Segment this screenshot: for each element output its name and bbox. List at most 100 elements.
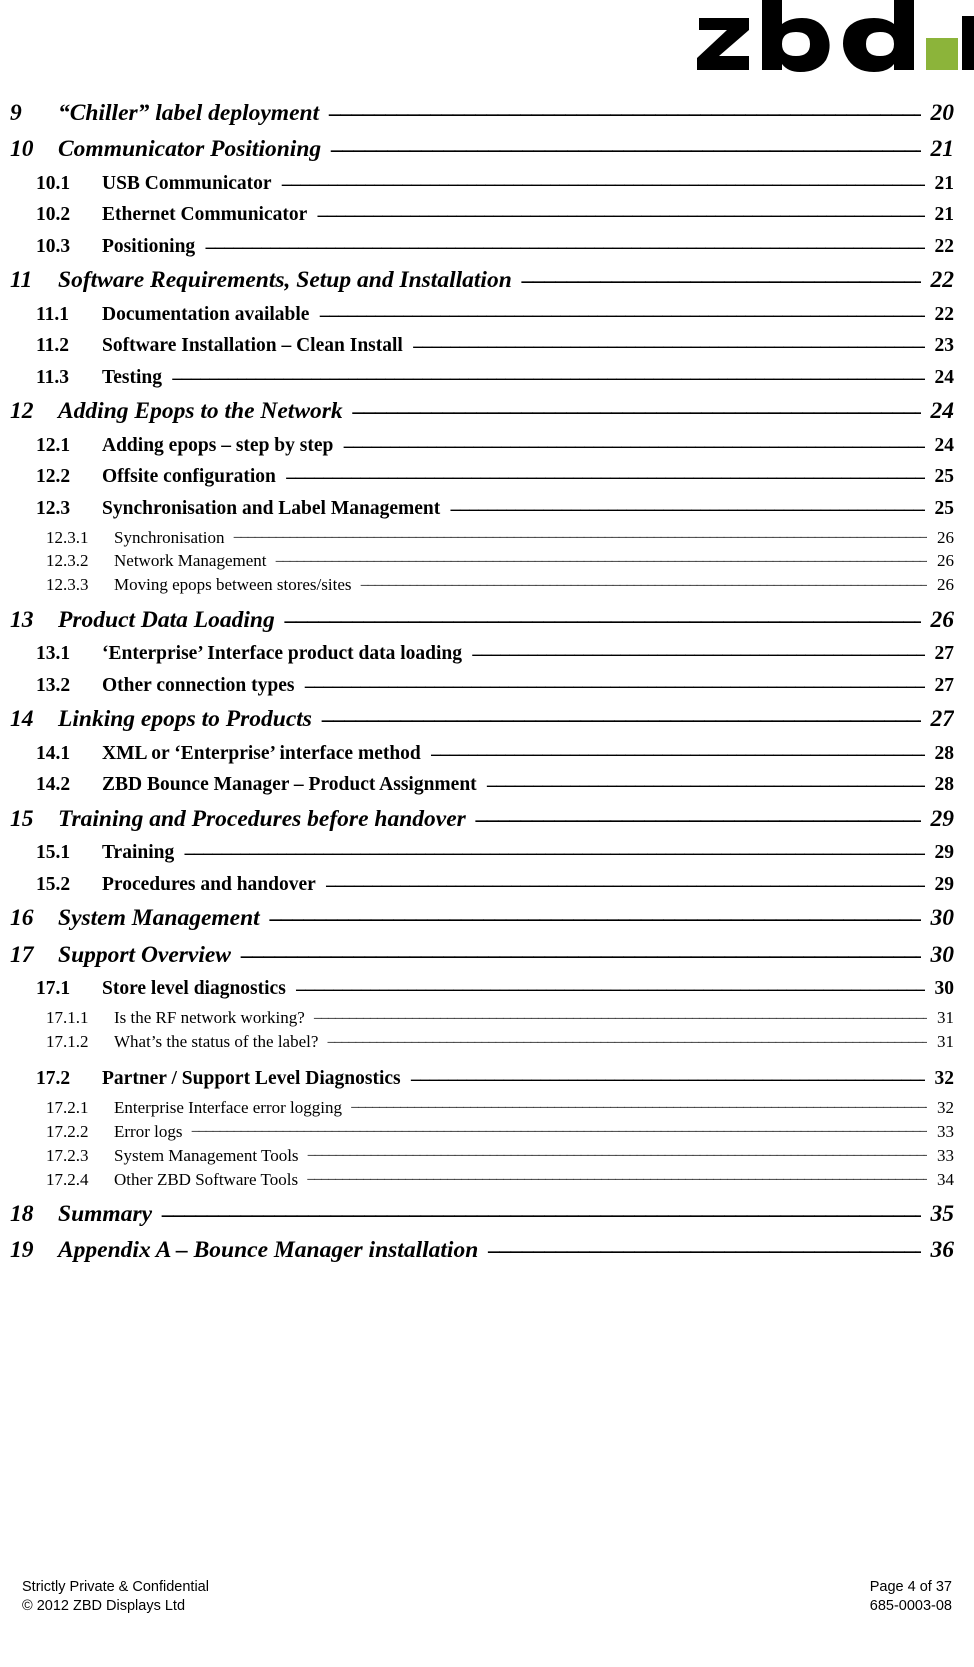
toc-leader <box>180 839 924 859</box>
toc-entry: 16System Management30 <box>10 902 954 933</box>
toc-title: Software Installation – Clean Install <box>102 335 405 357</box>
toc-entry: 17.1.2What’s the status of the label?31 <box>10 1030 954 1054</box>
toc-page: 27 <box>929 643 955 665</box>
toc-page: 26 <box>931 527 954 550</box>
toc-title: Positioning <box>102 236 197 258</box>
toc-title: Moving epops between stores/sites <box>114 574 354 597</box>
toc-title: Other connection types <box>102 675 296 697</box>
toc-page: 26 <box>931 574 954 597</box>
toc-number: 10.3 <box>36 236 102 258</box>
toc-title: Other ZBD Software Tools <box>114 1169 300 1192</box>
toc-number: 11.3 <box>36 367 102 389</box>
toc-page: 36 <box>925 1237 955 1264</box>
toc-title: Communicator Positioning <box>58 136 323 163</box>
toc-number: 17.1 <box>36 978 102 1000</box>
toc-leader <box>409 332 925 352</box>
toc-leader <box>278 169 925 189</box>
toc-title: Product Data Loading <box>58 607 277 634</box>
toc-page: 27 <box>929 675 955 697</box>
toc-leader <box>201 232 924 252</box>
toc-leader <box>300 671 924 691</box>
toc-leader <box>427 739 925 759</box>
toc-page: 22 <box>929 236 955 258</box>
toc-page: 29 <box>929 874 955 896</box>
toc-number: 13.2 <box>36 675 102 697</box>
toc-number: 19 <box>10 1237 58 1264</box>
toc-number: 12.3.2 <box>46 550 114 573</box>
toc-leader <box>325 96 920 120</box>
toc-leader <box>272 549 927 566</box>
toc-entry: 14Linking epops to Products 27 <box>10 703 954 734</box>
toc-entry: 11Software Requirements, Setup and Insta… <box>10 264 954 295</box>
toc-leader <box>483 771 925 791</box>
toc-number: 12.1 <box>36 435 102 457</box>
toc-leader <box>327 133 920 157</box>
toc-title: Adding epops – step by step <box>102 435 335 457</box>
toc-entry: 11.3Testing24 <box>10 363 954 389</box>
toc-leader <box>324 1030 927 1047</box>
toc-page: 26 <box>925 607 955 634</box>
toc-number: 14 <box>10 706 58 733</box>
footer-confidential: Strictly Private & Confidential <box>22 1578 209 1598</box>
toc-page: 27 <box>925 706 955 733</box>
toc-leader <box>358 573 928 590</box>
toc-title: “Chiller” label deployment <box>58 100 321 127</box>
toc-leader <box>313 201 924 221</box>
toc-page: 30 <box>925 905 955 932</box>
toc-title: Adding Epops to the Network <box>58 398 345 425</box>
toc-leader <box>468 640 925 660</box>
toc-entry: 13.2Other connection types 27 <box>10 671 954 697</box>
toc-entry: 15Training and Procedures before handove… <box>10 802 954 833</box>
toc-leader <box>484 1234 920 1258</box>
toc-entry: 14.2ZBD Bounce Manager – Product Assignm… <box>10 771 954 797</box>
toc-leader <box>446 494 924 514</box>
toc-entry: 12.3.3Moving epops between stores/sites2… <box>10 573 954 597</box>
toc-leader <box>188 1120 927 1137</box>
footer-copyright: © 2012 ZBD Displays Ltd <box>22 1597 209 1617</box>
toc-entry: 15.1Training29 <box>10 839 954 865</box>
toc-page: 32 <box>931 1097 954 1120</box>
toc-title: Offsite configuration <box>102 466 278 488</box>
toc-page: 25 <box>929 466 955 488</box>
page-footer: Strictly Private & Confidential © 2012 Z… <box>22 1578 952 1617</box>
toc-entry: 12.3Synchronisation and Label Management… <box>10 494 954 520</box>
toc-entry: 12Adding Epops to the Network24 <box>10 395 954 426</box>
toc-number: 11.2 <box>36 335 102 357</box>
toc-entry: 12.2Offsite configuration25 <box>10 463 954 489</box>
footer-page-number: Page 4 of 37 <box>870 1578 952 1598</box>
toc-title: System Management <box>58 905 262 932</box>
toc-number: 17.1.1 <box>46 1007 114 1030</box>
toc-title: Synchronisation and Label Management <box>102 498 442 520</box>
toc-number: 10.1 <box>36 173 102 195</box>
toc-number: 17.2.4 <box>46 1169 114 1192</box>
toc-number: 12.3.1 <box>46 527 114 550</box>
toc-page: 24 <box>929 435 955 457</box>
toc-page: 29 <box>929 842 955 864</box>
toc-title: Ethernet Communicator <box>102 204 309 226</box>
toc-entry: 17.2.3System Management Tools33 <box>10 1144 954 1168</box>
footer-right: Page 4 of 37 685-0003-08 <box>870 1578 952 1617</box>
toc-entry: 9“Chiller” label deployment20 <box>10 96 954 127</box>
toc-entry: 17.2Partner / Support Level Diagnostics3… <box>10 1064 954 1090</box>
toc-number: 17.2.3 <box>46 1145 114 1168</box>
toc-page: 30 <box>929 978 955 1000</box>
toc-page: 26 <box>931 550 954 573</box>
toc-title: Linking epops to Products <box>58 706 314 733</box>
toc-leader <box>266 902 921 926</box>
toc-title: Training and Procedures before handover <box>58 806 468 833</box>
toc-title: Software Requirements, Setup and Install… <box>58 267 514 294</box>
toc-entry: 18Summary35 <box>10 1197 954 1228</box>
toc-entry: 14.1XML or ‘Enterprise’ interface method… <box>10 739 954 765</box>
toc-page: 31 <box>931 1007 954 1030</box>
toc-number: 18 <box>10 1201 58 1228</box>
toc-title: Documentation available <box>102 304 311 326</box>
toc-page: 21 <box>929 173 955 195</box>
toc-number: 10.2 <box>36 204 102 226</box>
toc-number: 17.2.2 <box>46 1121 114 1144</box>
toc-title: Is the RF network working? <box>114 1007 307 1030</box>
toc-title: USB Communicator <box>102 173 274 195</box>
toc-entry: 12.3.1Synchronisation26 <box>10 526 954 550</box>
toc-leader <box>349 395 921 419</box>
toc-entry: 17.2.2Error logs33 <box>10 1120 954 1144</box>
toc-page: 22 <box>925 267 955 294</box>
